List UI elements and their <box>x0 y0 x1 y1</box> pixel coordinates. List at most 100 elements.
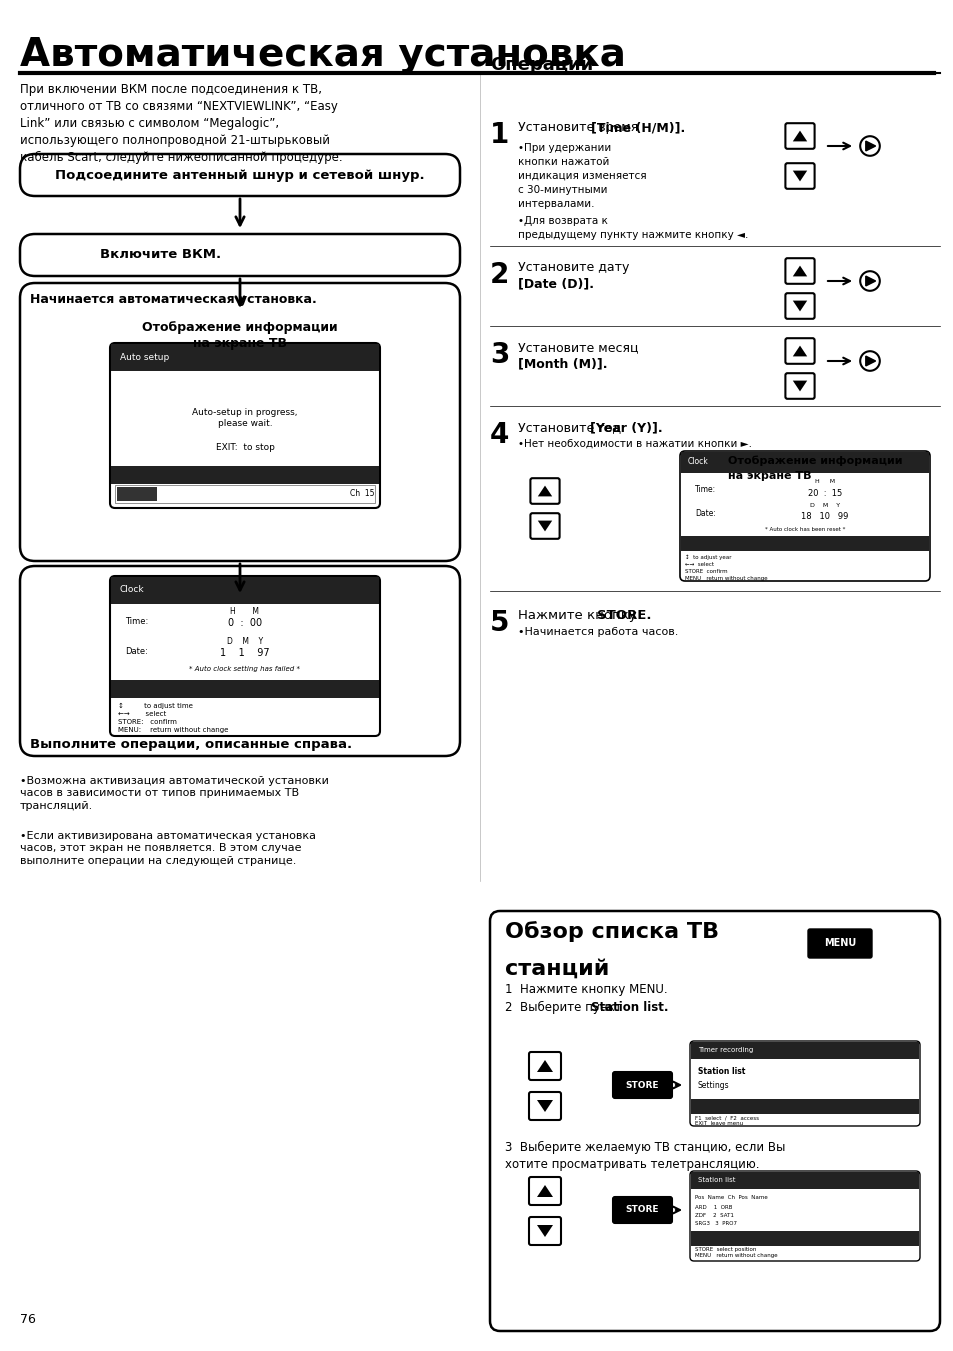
Text: STORE: STORE <box>624 1205 659 1215</box>
FancyBboxPatch shape <box>784 373 814 399</box>
Text: 1  Нажмите кнопку MENU.: 1 Нажмите кнопку MENU. <box>504 984 667 996</box>
Text: MENU   return without change: MENU return without change <box>695 1252 777 1258</box>
Text: [Date (D)].: [Date (D)]. <box>517 277 594 290</box>
Text: станций: станций <box>504 959 609 979</box>
Text: ←→  select: ←→ select <box>684 562 713 567</box>
Bar <box>680 453 928 473</box>
Text: Time:: Time: <box>125 616 148 626</box>
Polygon shape <box>792 346 806 357</box>
Text: Установите дату: Установите дату <box>517 261 629 274</box>
Polygon shape <box>537 1225 553 1238</box>
Text: •Нет необходимости в нажатии кнопки ►.: •Нет необходимости в нажатии кнопки ►. <box>517 439 751 449</box>
Bar <box>111 577 378 604</box>
Text: Ch  15: Ch 15 <box>350 489 375 499</box>
Text: 20  :  15: 20 : 15 <box>807 489 841 499</box>
Text: Settings: Settings <box>698 1081 729 1089</box>
Text: * Auto clock has been reset *: * Auto clock has been reset * <box>764 527 844 532</box>
Polygon shape <box>792 301 806 311</box>
Bar <box>690 1098 918 1115</box>
Text: EXIT:  to stop: EXIT: to stop <box>215 443 274 453</box>
Bar <box>690 1042 918 1059</box>
Text: Station list: Station list <box>698 1066 744 1075</box>
Polygon shape <box>537 1061 553 1071</box>
Polygon shape <box>537 1100 553 1112</box>
Text: интервалами.: интервалами. <box>517 199 594 209</box>
Text: Time:: Time: <box>695 485 716 493</box>
Text: EXIT  leave menu: EXIT leave menu <box>695 1121 742 1125</box>
Text: •Для возврата к: •Для возврата к <box>517 216 607 226</box>
FancyBboxPatch shape <box>530 478 559 504</box>
Text: STORE:   confirm: STORE: confirm <box>118 719 176 725</box>
Text: Включите ВКМ.: Включите ВКМ. <box>100 249 221 262</box>
Text: [Year (Y)].: [Year (Y)]. <box>589 422 662 434</box>
FancyBboxPatch shape <box>529 1217 560 1246</box>
Text: •Если активизирована автоматическая установка
часов, этот экран не появляется. В: •Если активизирована автоматическая уста… <box>20 831 315 866</box>
Text: индикация изменяется: индикация изменяется <box>517 172 646 181</box>
Text: Нажмите кнопку: Нажмите кнопку <box>517 609 640 621</box>
FancyBboxPatch shape <box>529 1052 560 1079</box>
Text: ZDF    2  SAT1: ZDF 2 SAT1 <box>695 1213 733 1219</box>
Text: [Time (H/M)].: [Time (H/M)]. <box>591 122 684 134</box>
Polygon shape <box>865 357 875 366</box>
Text: STORE: STORE <box>624 1081 659 1089</box>
Bar <box>117 486 157 501</box>
Text: Station list.: Station list. <box>591 1001 668 1015</box>
Text: 5: 5 <box>490 609 509 638</box>
Text: Выполните операции, описанные справа.: Выполните операции, описанные справа. <box>30 738 352 751</box>
Polygon shape <box>537 520 552 531</box>
Bar <box>680 536 928 551</box>
Text: При включении ВКМ после подсоединения к ТВ,
отличного от ТВ со связями “NEXTVIEW: При включении ВКМ после подсоединения к … <box>20 82 342 163</box>
FancyBboxPatch shape <box>613 1071 671 1098</box>
FancyBboxPatch shape <box>529 1092 560 1120</box>
Text: Установите год: Установите год <box>517 422 624 434</box>
Text: Station list: Station list <box>698 1177 735 1183</box>
Text: 2  Выберите пункт: 2 Выберите пункт <box>504 1001 625 1015</box>
Text: ↕         to adjust time: ↕ to adjust time <box>118 703 193 709</box>
Polygon shape <box>865 276 875 286</box>
Polygon shape <box>865 141 875 151</box>
Text: Автоматическая установка: Автоматическая установка <box>20 36 625 74</box>
Text: 1    1    97: 1 1 97 <box>220 648 270 658</box>
Text: D    M    Y: D M Y <box>809 503 840 508</box>
Text: STORE  select position: STORE select position <box>695 1247 756 1252</box>
Bar <box>690 1173 918 1189</box>
Text: 4: 4 <box>490 422 509 449</box>
Text: Отображение информации: Отображение информации <box>727 457 902 466</box>
FancyBboxPatch shape <box>784 338 814 363</box>
Text: 2: 2 <box>490 261 509 289</box>
Text: кнопки нажатой: кнопки нажатой <box>517 157 609 168</box>
FancyBboxPatch shape <box>784 293 814 319</box>
Text: ARD    1  ORB: ARD 1 ORB <box>695 1205 732 1210</box>
Text: 76: 76 <box>20 1313 36 1325</box>
Text: ←→       select: ←→ select <box>118 711 166 717</box>
Bar <box>111 345 378 372</box>
Text: SRG3   3  PRO7: SRG3 3 PRO7 <box>695 1221 737 1225</box>
FancyBboxPatch shape <box>613 1197 671 1223</box>
Text: •Начинается работа часов.: •Начинается работа часов. <box>517 627 678 638</box>
Text: Clock: Clock <box>687 458 708 466</box>
Polygon shape <box>792 381 806 392</box>
FancyBboxPatch shape <box>784 123 814 149</box>
Text: STORE.: STORE. <box>597 609 651 621</box>
FancyBboxPatch shape <box>530 513 559 539</box>
Text: Отображение информации
на экране ТВ: Отображение информации на экране ТВ <box>142 322 337 350</box>
Text: H       M: H M <box>231 607 259 616</box>
Text: 3  Выберите желаемую ТВ станцию, если Вы
хотите просматривать телетрансляцию.: 3 Выберите желаемую ТВ станцию, если Вы … <box>504 1142 784 1171</box>
Text: ↕  to adjust year: ↕ to adjust year <box>684 555 731 561</box>
Text: Auto-setup in progress,
please wait.: Auto-setup in progress, please wait. <box>193 408 297 428</box>
Polygon shape <box>792 131 806 142</box>
Text: Начинается автоматическая установка.: Начинается автоматическая установка. <box>30 293 316 305</box>
Text: MENU: MENU <box>823 938 855 948</box>
Text: Timer recording: Timer recording <box>698 1047 753 1052</box>
Text: с 30-минутными: с 30-минутными <box>517 185 607 195</box>
Text: 0  :  00: 0 : 00 <box>228 617 262 628</box>
FancyBboxPatch shape <box>784 258 814 284</box>
Text: 3: 3 <box>490 340 509 369</box>
FancyBboxPatch shape <box>807 929 871 958</box>
Text: Установите месяц: Установите месяц <box>517 340 638 354</box>
FancyBboxPatch shape <box>529 1177 560 1205</box>
Text: Date:: Date: <box>695 508 715 517</box>
Text: [Month (M)].: [Month (M)]. <box>517 357 607 370</box>
Bar <box>690 1231 918 1246</box>
Text: STORE  confirm: STORE confirm <box>684 569 727 574</box>
